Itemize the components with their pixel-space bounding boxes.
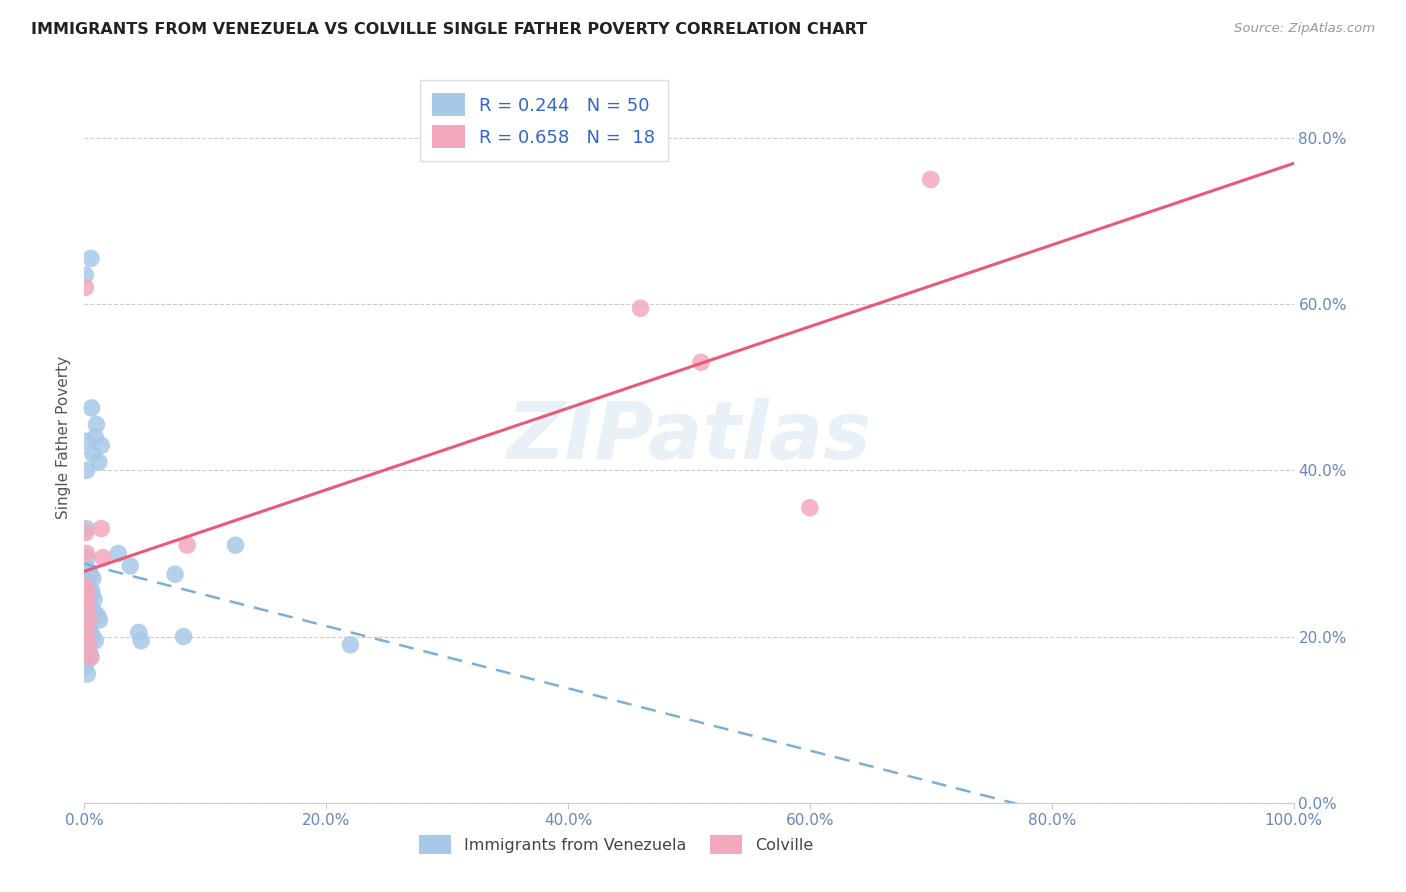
Point <box>84 633 107 648</box>
Point <box>75 434 97 449</box>
Point <box>176 538 198 552</box>
Text: IMMIGRANTS FROM VENEZUELA VS COLVILLE SINGLE FATHER POVERTY CORRELATION CHART: IMMIGRANTS FROM VENEZUELA VS COLVILLE SI… <box>31 22 868 37</box>
Point <box>75 583 97 598</box>
Point <box>75 575 97 590</box>
Point <box>128 625 150 640</box>
Point <box>76 592 98 607</box>
Point <box>83 592 105 607</box>
Point <box>90 438 112 452</box>
Point <box>107 546 129 560</box>
Point <box>920 172 942 186</box>
Point <box>90 521 112 535</box>
Point <box>76 642 98 657</box>
Point <box>76 617 98 632</box>
Text: Source: ZipAtlas.com: Source: ZipAtlas.com <box>1234 22 1375 36</box>
Point <box>76 546 98 560</box>
Point <box>82 571 104 585</box>
Point <box>80 252 103 266</box>
Legend: Immigrants from Venezuela, Colville: Immigrants from Venezuela, Colville <box>413 829 820 861</box>
Point <box>173 630 195 644</box>
Point <box>120 558 142 573</box>
Point <box>75 525 97 540</box>
Y-axis label: Single Father Poverty: Single Father Poverty <box>56 356 72 518</box>
Point <box>75 613 97 627</box>
Point <box>86 608 108 623</box>
Point <box>77 583 100 598</box>
Point <box>76 550 98 565</box>
Point <box>91 550 114 565</box>
Point <box>79 625 101 640</box>
Point <box>80 401 103 415</box>
Point <box>76 625 98 640</box>
Point <box>75 580 97 594</box>
Point <box>84 430 107 444</box>
Point <box>82 447 104 461</box>
Point <box>225 538 247 552</box>
Point <box>80 588 103 602</box>
Point <box>77 621 100 635</box>
Point <box>82 630 104 644</box>
Point <box>89 613 111 627</box>
Point <box>76 463 98 477</box>
Point <box>75 650 97 665</box>
Point <box>76 600 98 615</box>
Point <box>690 355 713 369</box>
Point <box>75 268 97 282</box>
Point <box>75 280 97 294</box>
Point <box>76 596 98 610</box>
Point <box>79 646 101 660</box>
Text: ZIPatlas: ZIPatlas <box>506 398 872 476</box>
Point <box>76 571 98 585</box>
Point <box>77 563 100 577</box>
Point <box>75 592 97 607</box>
Point <box>77 583 100 598</box>
Point <box>165 567 187 582</box>
Point <box>80 583 103 598</box>
Point <box>79 567 101 582</box>
Point <box>799 500 821 515</box>
Point <box>129 633 152 648</box>
Point <box>75 633 97 648</box>
Point <box>80 650 103 665</box>
Point <box>339 638 361 652</box>
Point <box>79 650 101 665</box>
Point <box>76 667 98 681</box>
Point <box>75 658 97 673</box>
Point <box>630 301 652 316</box>
Point <box>86 417 108 432</box>
Point <box>75 521 97 535</box>
Point <box>77 613 100 627</box>
Point <box>87 455 110 469</box>
Point <box>79 600 101 615</box>
Point <box>77 638 100 652</box>
Point <box>77 608 100 623</box>
Point <box>83 605 105 619</box>
